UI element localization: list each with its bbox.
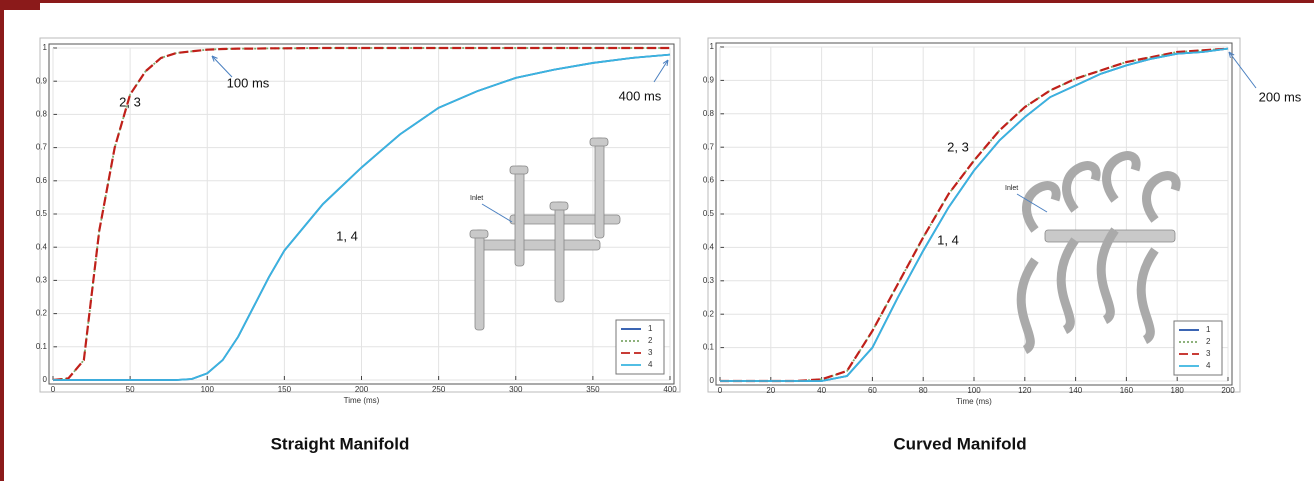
x-tick-label: 80 <box>919 386 928 395</box>
y-tick-label: 0.3 <box>36 276 48 285</box>
x-axis-label: Time (ms) <box>956 397 992 406</box>
x-tick-label: 300 <box>509 385 523 394</box>
inlet-label: Inlet <box>470 195 483 202</box>
y-tick-label: 1 <box>43 43 48 52</box>
y-tick-label: 0.8 <box>703 109 715 118</box>
caption: Straight Manifold <box>271 434 410 453</box>
annotation: 400 ms <box>619 88 662 103</box>
y-tick-label: 0.2 <box>703 309 715 318</box>
annotation: 1, 4 <box>336 228 358 243</box>
x-tick-label: 140 <box>1069 386 1083 395</box>
legend-label: 3 <box>648 348 653 357</box>
x-tick-label: 20 <box>766 386 775 395</box>
x-tick-label: 0 <box>51 385 56 394</box>
y-tick-label: 0.3 <box>703 276 715 285</box>
x-tick-label: 200 <box>355 385 369 394</box>
y-tick-label: 0 <box>43 375 48 384</box>
y-tick-label: 0.9 <box>36 76 48 85</box>
x-tick-label: 160 <box>1120 386 1134 395</box>
y-tick-label: 0.1 <box>703 343 715 352</box>
y-tick-label: 0 <box>710 376 715 385</box>
x-tick-label: 250 <box>432 385 446 394</box>
pipe <box>470 230 488 238</box>
y-tick-label: 0.7 <box>703 142 715 151</box>
annotation: 1, 4 <box>937 232 959 247</box>
legend-label: 1 <box>1206 325 1211 334</box>
legend-label: 3 <box>1206 349 1211 358</box>
legend-label: 4 <box>648 360 653 369</box>
x-tick-label: 50 <box>126 385 135 394</box>
y-tick-label: 0.4 <box>703 243 715 252</box>
x-tick-label: 100 <box>967 386 981 395</box>
x-tick-label: 100 <box>201 385 215 394</box>
x-tick-label: 400 <box>663 385 677 394</box>
pipe <box>510 166 528 174</box>
annotation: 200 ms <box>1259 89 1302 104</box>
y-tick-label: 0.8 <box>36 110 48 119</box>
y-tick-label: 1 <box>710 42 715 51</box>
annotation: 2, 3 <box>119 94 141 109</box>
legend-label: 2 <box>648 336 653 345</box>
x-tick-label: 200 <box>1221 386 1235 395</box>
pipe <box>595 138 604 238</box>
x-tick-label: 40 <box>817 386 826 395</box>
pipe <box>515 166 524 266</box>
x-tick-label: 60 <box>868 386 877 395</box>
pipe <box>475 230 484 330</box>
frame-tab <box>0 0 40 10</box>
y-tick-label: 0.9 <box>703 76 715 85</box>
x-tick-label: 150 <box>278 385 292 394</box>
y-tick-label: 0.7 <box>36 143 48 152</box>
annotation: 2, 3 <box>947 139 969 154</box>
figure: 00.10.20.30.40.50.60.70.80.9105010015020… <box>0 0 1314 481</box>
pipe <box>590 138 608 146</box>
y-tick-label: 0.6 <box>703 176 715 185</box>
pipe <box>550 202 568 210</box>
y-tick-label: 0.2 <box>36 309 48 318</box>
page: {"chart_data": [ {"type": "line", "title… <box>0 0 1314 481</box>
y-tick-label: 0.6 <box>36 176 48 185</box>
frame-left <box>0 0 4 481</box>
pipe <box>555 202 564 302</box>
legend-label: 4 <box>1206 361 1211 370</box>
y-tick-label: 0.4 <box>36 242 48 251</box>
x-axis-label: Time (ms) <box>344 396 380 405</box>
caption: Curved Manifold <box>893 434 1026 453</box>
pipe <box>480 240 600 250</box>
annotation: 100 ms <box>227 75 270 90</box>
y-tick-label: 0.5 <box>36 209 48 218</box>
inlet-label: Inlet <box>1005 185 1018 192</box>
x-tick-label: 350 <box>586 385 600 394</box>
x-tick-label: 0 <box>718 386 723 395</box>
x-tick-label: 120 <box>1018 386 1032 395</box>
frame-top <box>0 0 1314 3</box>
x-tick-label: 180 <box>1171 386 1185 395</box>
legend-label: 2 <box>1206 337 1211 346</box>
y-tick-label: 0.1 <box>36 342 48 351</box>
y-tick-label: 0.5 <box>703 209 715 218</box>
legend-label: 1 <box>648 324 653 333</box>
